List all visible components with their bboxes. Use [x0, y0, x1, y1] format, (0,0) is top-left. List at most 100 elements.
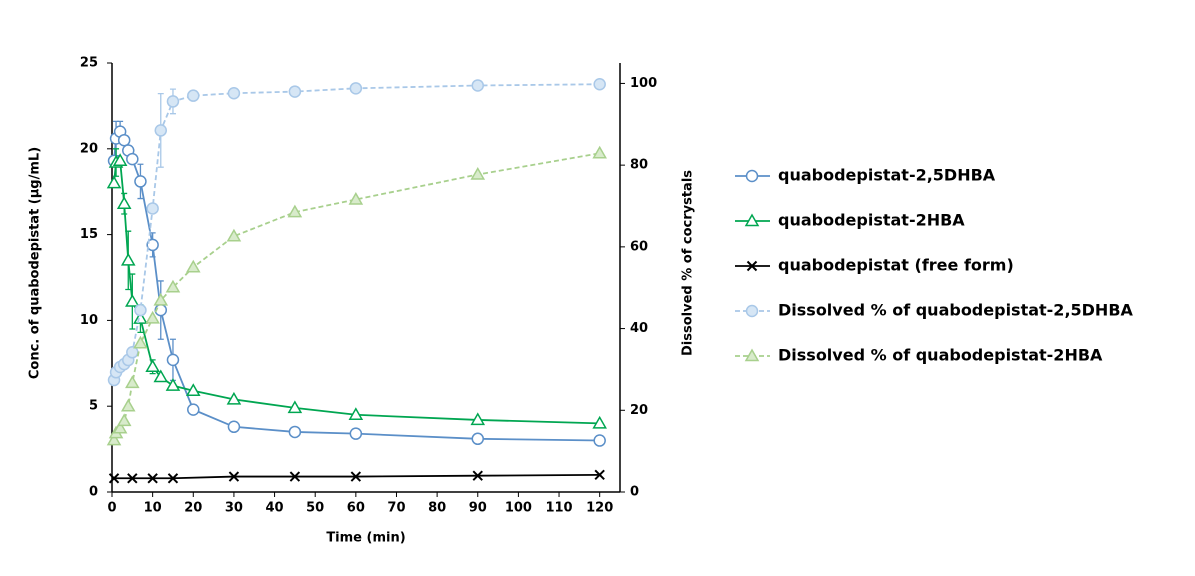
marker: [227, 420, 241, 434]
y-tick-label: 10: [80, 313, 98, 328]
marker: [127, 473, 138, 484]
marker: [120, 252, 136, 266]
marker: [592, 145, 607, 159]
marker: [745, 169, 759, 183]
marker: [153, 369, 169, 383]
marker: [745, 304, 759, 318]
marker: [287, 400, 303, 414]
marker: [349, 82, 363, 95]
y-axis-label: Conc. of quabodepistat (μg/mL): [28, 147, 43, 379]
marker: [165, 279, 181, 293]
y2-tick-label: 100: [630, 76, 657, 91]
marker: [593, 77, 606, 91]
marker: [134, 303, 147, 317]
marker: [226, 228, 242, 242]
marker: [350, 471, 362, 482]
legend-label: quabodepistat (free form): [778, 256, 1014, 275]
marker: [288, 425, 302, 439]
marker: [471, 79, 485, 92]
marker: [147, 473, 158, 484]
x-tick-label: 100: [505, 501, 532, 516]
series-line: [113, 129, 600, 442]
x-tick-label: 20: [184, 501, 202, 516]
marker: [166, 353, 180, 367]
marker: [746, 260, 758, 272]
y2-axis-label: Dissolved % of cocrystals: [681, 170, 696, 356]
y-tick-label: 0: [89, 485, 98, 500]
marker: [288, 85, 302, 98]
x-tick-label: 30: [225, 501, 243, 516]
marker: [470, 167, 486, 180]
marker: [146, 202, 159, 215]
marker: [227, 86, 241, 100]
x-tick-label: 110: [545, 501, 572, 516]
y2-tick-label: 0: [630, 485, 639, 500]
x-tick-label: 50: [306, 501, 324, 516]
marker: [112, 420, 128, 434]
x-tick-label: 40: [266, 501, 284, 516]
y-tick-label: 20: [80, 141, 98, 156]
x-tick-label: 120: [586, 501, 613, 516]
marker: [226, 391, 242, 405]
marker: [592, 415, 607, 429]
marker: [472, 470, 483, 481]
marker: [133, 335, 148, 349]
y2-tick-label: 20: [630, 403, 648, 418]
marker: [228, 471, 240, 482]
marker: [116, 196, 132, 209]
legend-label: Dissolved % of quabodepistat-2HBA: [778, 346, 1103, 365]
marker: [116, 413, 132, 427]
x-tick-label: 70: [387, 501, 405, 516]
x-tick-label: 10: [144, 501, 162, 516]
legend-label: Dissolved % of quabodepistat-2,5DHBA: [778, 301, 1134, 320]
x-tick-label: 60: [347, 501, 365, 516]
legend-label: quabodepistat-2HBA: [778, 211, 965, 230]
legend-label: quabodepistat-2,5DHBA: [778, 166, 996, 185]
marker: [126, 152, 139, 166]
y2-tick-label: 60: [630, 239, 648, 254]
marker: [106, 432, 122, 446]
marker: [154, 124, 168, 137]
x-tick-label: 0: [107, 501, 116, 516]
y2-tick-label: 40: [630, 321, 648, 336]
marker: [153, 292, 169, 306]
marker: [185, 383, 201, 397]
marker: [146, 238, 159, 252]
marker: [470, 412, 486, 426]
marker: [287, 204, 303, 218]
y2-tick-label: 80: [630, 158, 648, 173]
y-tick-label: 25: [80, 56, 98, 71]
x-tick-label: 80: [428, 501, 446, 516]
marker: [187, 89, 200, 102]
marker: [133, 311, 148, 324]
series-line: [113, 83, 600, 381]
x-axis-label: Time (min): [326, 531, 405, 546]
marker: [187, 403, 200, 416]
marker: [348, 191, 364, 205]
x-tick-label: 90: [469, 501, 487, 516]
marker: [112, 153, 128, 167]
marker: [106, 175, 122, 189]
marker: [349, 427, 363, 440]
marker: [145, 359, 160, 372]
y-tick-label: 15: [80, 227, 98, 242]
marker: [185, 259, 201, 273]
marker: [165, 378, 181, 391]
marker: [593, 434, 606, 447]
marker: [134, 175, 147, 188]
marker: [117, 133, 131, 147]
marker: [145, 310, 160, 324]
marker: [125, 375, 140, 389]
marker: [108, 473, 120, 484]
marker: [166, 95, 180, 108]
marker: [744, 213, 760, 227]
marker: [471, 432, 485, 446]
marker: [744, 348, 760, 362]
marker: [289, 471, 301, 482]
marker: [348, 407, 364, 421]
marker: [594, 469, 605, 481]
marker: [120, 398, 136, 412]
y-tick-label: 5: [89, 399, 98, 414]
marker: [125, 294, 140, 307]
